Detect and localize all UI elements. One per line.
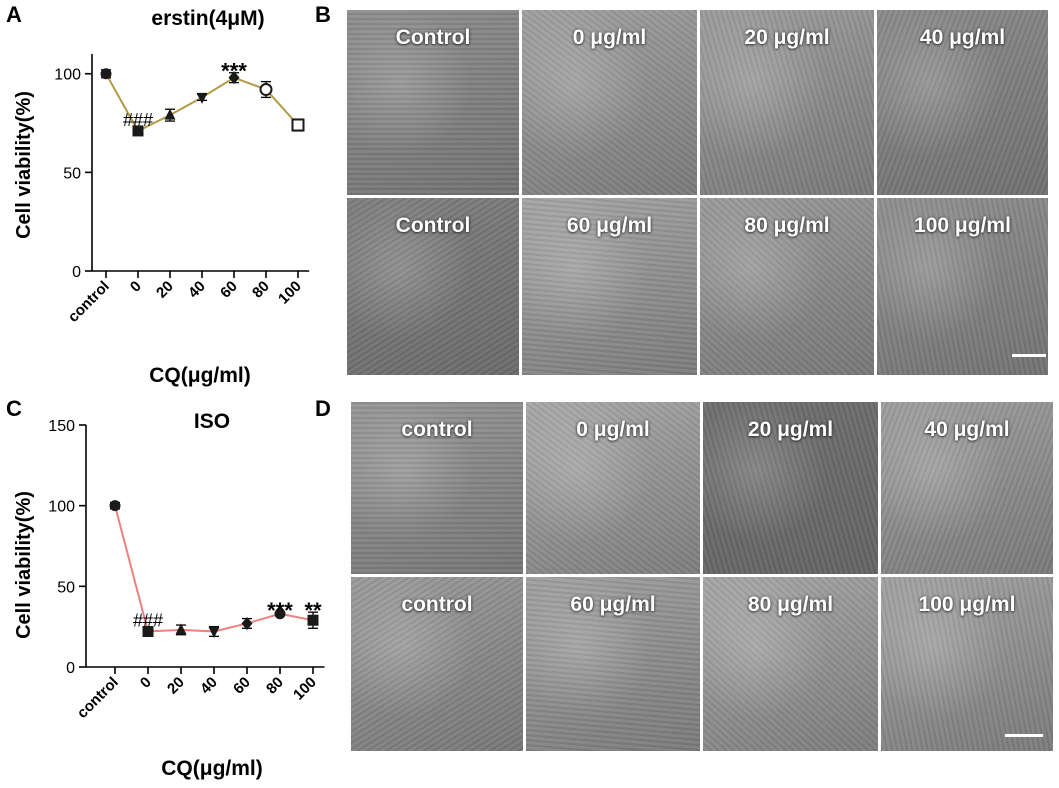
micrograph-grid-b: Control 0 μg/ml 20 μg/ml 40 μg/ml Control 60 … [347, 10, 1048, 375]
panel-d-micrograph-tile: 100 μg/ml [881, 577, 1053, 751]
y-tick-label: 150 [48, 418, 75, 435]
x-tick-label: 40 [197, 674, 221, 698]
panel-b-micrograph-label: 80 μg/ml [744, 214, 830, 237]
chart-a-ylabel: Cell viability(%) [13, 91, 35, 239]
x-tick-label: 100 [275, 278, 305, 308]
panel-b-micrograph-tile: 80 μg/ml [700, 198, 874, 375]
x-tick-label: 100 [290, 674, 320, 704]
panel-b-micrograph-label: 40 μg/ml [919, 26, 1006, 49]
y-tick-label: 50 [63, 165, 81, 182]
data-point [228, 71, 240, 85]
x-tick-label: 20 [153, 278, 177, 302]
x-tick-label: 0 [137, 674, 155, 692]
panel-b-micrograph-label: Control [395, 26, 471, 49]
panel-d-micrograph-tile: 0 μg/ml [526, 402, 700, 574]
panel-b-micrograph-label: 100 μg/ml [914, 214, 1011, 237]
panel-d-micrograph-label: control [401, 593, 473, 616]
data-point [142, 626, 154, 638]
panel-d-micrograph-tile: 40 μg/ml [881, 402, 1053, 574]
x-tick-label: control [74, 674, 122, 722]
significance-label: *** [267, 598, 293, 623]
panel-b-micrograph-tile: 40 μg/ml [877, 10, 1048, 195]
data-point [291, 118, 305, 132]
panel-letter-c: C [6, 396, 22, 421]
x-tick-label: 20 [164, 674, 188, 698]
panel-d-micrograph-label: 40 μg/ml [924, 418, 1010, 441]
panel-d-micrograph-tile: 20 μg/ml [703, 402, 878, 574]
panel-b-micrograph-tile: 60 μg/ml [522, 198, 697, 375]
data-point [196, 92, 208, 104]
data-point [274, 608, 286, 620]
data-point [109, 500, 121, 512]
panel-b-micrograph-label: 0 μg/ml [572, 26, 647, 49]
panel-b-micrograph-tile: 100 μg/ml [877, 198, 1048, 375]
y-tick-label: 0 [66, 660, 75, 677]
panel-d-micrograph-label: 60 μg/ml [570, 593, 656, 616]
scale-bar-b [1012, 354, 1046, 357]
data-point [208, 627, 220, 639]
data-point [175, 623, 187, 635]
x-tick-label: 80 [263, 674, 287, 698]
chart-c-ylabel: Cell viability(%) [13, 491, 35, 639]
data-point [164, 108, 176, 120]
panel-b-micrograph-tile: Control [347, 198, 519, 375]
panel-d-micrograph-tile: control [351, 577, 523, 751]
chart-c-viability-iso: ISO Cell viability(%) CQ(μg/ml) 0 50 100 15… [13, 410, 325, 780]
panel-letter-d: D [315, 396, 331, 421]
panel-d-micrograph-label: 0 μg/ml [576, 418, 650, 441]
panel-b-micrograph-label: 60 μg/ml [566, 214, 653, 237]
chart-a-viability-erstin: erstin(4μM) Cell viability(%) CQ(μg/ml) … [13, 7, 310, 387]
y-tick-label: 50 [57, 579, 75, 596]
scale-bar-d [1005, 734, 1043, 737]
x-tick-label: 40 [185, 278, 209, 302]
data-point [100, 68, 112, 80]
x-tick-label: control [65, 278, 113, 326]
panel-d-micrograph-label: 80 μg/ml [747, 593, 834, 616]
x-tick-label: 60 [230, 674, 254, 698]
y-tick-label: 0 [72, 264, 81, 281]
panel-b-micrograph-label: 20 μg/ml [744, 26, 830, 49]
panel-d-micrograph-tile: control [351, 402, 523, 574]
chart-a-xlabel: CQ(μg/ml) [149, 364, 251, 387]
chart-a-title: erstin(4μM) [151, 7, 264, 30]
x-tick-label: 60 [217, 278, 241, 302]
significance-label: ** [304, 598, 322, 623]
significance-label: ### [133, 610, 163, 630]
panel-letter-b: B [315, 2, 331, 27]
panel-d-micrograph-label: 20 μg/ml [747, 418, 834, 441]
significance-label: ### [123, 110, 153, 130]
data-point [307, 614, 319, 626]
data-point [259, 83, 273, 97]
panel-d-micrograph-tile: 80 μg/ml [703, 577, 878, 751]
panel-d-micrograph-label: 100 μg/ml [918, 593, 1016, 616]
y-tick-label: 100 [48, 499, 75, 516]
micrograph-grid-d: control 0 μg/ml 20 μg/ml 40 μg/ml control 60 … [351, 402, 1053, 751]
panel-letter-a: A [6, 2, 22, 27]
chart-c-xlabel: CQ(μg/ml) [161, 757, 263, 780]
panel-d-micrograph-label: control [401, 418, 473, 441]
chart-c-title: ISO [194, 410, 230, 433]
panel-d-micrograph-tile: 60 μg/ml [526, 577, 700, 751]
panel-b-micrograph-tile: 20 μg/ml [700, 10, 874, 195]
significance-label: *** [221, 59, 247, 84]
data-point [132, 125, 144, 137]
x-tick-label: 80 [249, 278, 273, 302]
panel-b-micrograph-tile: 0 μg/ml [522, 10, 697, 195]
panel-b-micrograph-label: Control [395, 214, 471, 237]
y-tick-label: 100 [54, 67, 81, 84]
data-point [241, 616, 253, 630]
x-tick-label: 0 [127, 278, 145, 296]
panel-b-micrograph-tile: Control [347, 10, 519, 195]
